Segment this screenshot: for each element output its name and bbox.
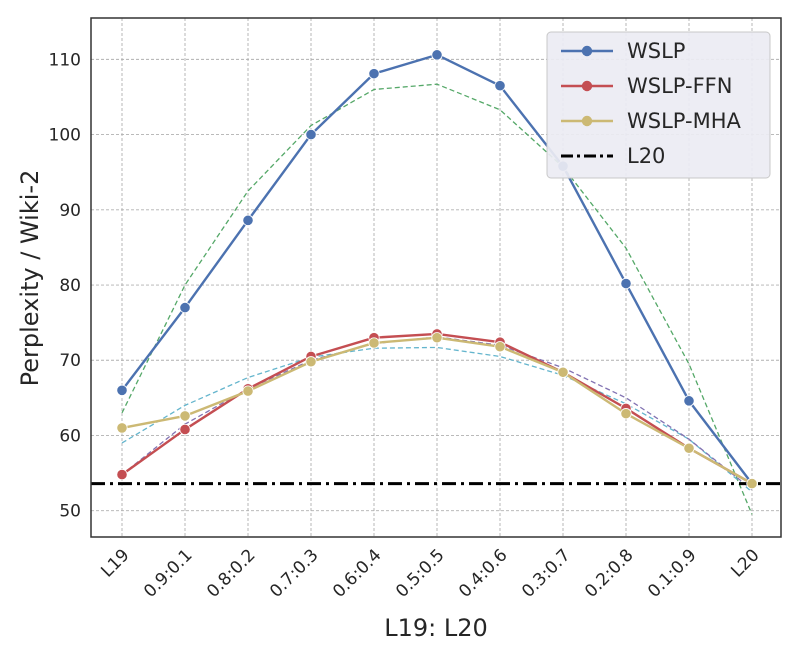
series-2	[116, 332, 758, 490]
legend-label-3: L20	[627, 144, 665, 168]
x-tick-label-0: L19	[97, 545, 133, 581]
series-2-point-9	[683, 442, 695, 454]
series-2-point-1	[179, 410, 191, 422]
legend-item-1: WSLP-FFN	[561, 74, 732, 98]
series-1-point-1	[179, 423, 191, 436]
series-0-point-4	[368, 68, 380, 80]
series-1-point-0	[116, 468, 128, 481]
legend-swatch-marker-2	[581, 115, 593, 127]
y-tick-label-3: 80	[59, 276, 81, 296]
plot-frame	[90, 17, 782, 538]
y-axis-title: Perplexity / Wiki-2	[16, 170, 44, 387]
series-0-point-1	[179, 301, 191, 314]
series-2-point-6	[494, 341, 506, 353]
y-tick-label-5: 100	[49, 126, 81, 146]
x-tick-label-1: 0.9:0.1	[140, 545, 196, 601]
series-2-point-8	[620, 408, 632, 420]
x-tick-label-5: 0.5:0.5	[392, 545, 448, 601]
x-tick-label-7: 0.3:0.7	[518, 545, 574, 601]
data-series	[116, 49, 758, 490]
series-0-point-8	[620, 277, 632, 290]
y-tick-label-4: 90	[59, 201, 81, 221]
legend-label-1: WSLP-FFN	[627, 74, 732, 98]
series-2-point-2	[242, 385, 254, 397]
y-tick-label-1: 60	[59, 426, 81, 446]
series-2-point-5	[431, 332, 443, 344]
fit-line-0	[121, 83, 753, 515]
x-tick-labels: L19 0.9:0.1 0.8:0.2 0.7:0.3 0.6:0.4 0.5:0.5 0.…	[97, 545, 763, 601]
series-2-point-3	[305, 356, 317, 368]
x-tick-label-6: 0.4:0.6	[455, 545, 511, 601]
y-tick-label-2: 70	[59, 351, 81, 371]
series-0-point-0	[116, 384, 128, 396]
legend-label-0: WSLP	[627, 39, 685, 63]
series-0-point-2	[242, 214, 254, 226]
grid-lines	[91, 18, 781, 537]
legend-item-0: WSLP	[561, 39, 685, 63]
series-0-point-6	[494, 80, 506, 92]
series-0-point-5	[431, 49, 443, 61]
x-tick-label-10: L20	[727, 545, 763, 581]
legend: WSLP WSLP-FFN WSLP-MHA L20	[546, 31, 771, 179]
y-tick-labels: 50 60 70 80 90 100 110	[49, 50, 81, 521]
x-axis-title: L19: L20	[384, 614, 488, 642]
series-2-point-10	[746, 477, 758, 490]
legend-label-2: WSLP-MHA	[627, 109, 741, 133]
x-tick-label-3: 0.7:0.3	[266, 545, 322, 601]
x-tick-label-8: 0.2:0.8	[581, 545, 637, 601]
legend-item-3: L20	[561, 144, 665, 168]
legend-item-2: WSLP-MHA	[561, 109, 741, 133]
x-tick-label-9: 0.1:0.9	[644, 545, 700, 601]
legend-box	[546, 31, 771, 179]
y-tick-label-0: 50	[59, 502, 81, 522]
series-2-point-7	[557, 366, 569, 378]
legend-swatch-marker-1	[581, 80, 593, 92]
x-tick-label-2: 0.8:0.2	[203, 545, 259, 601]
series-0-point-3	[305, 128, 317, 141]
x-tick-label-4: 0.6:0.4	[329, 545, 385, 601]
series-2-point-4	[368, 337, 380, 349]
legend-swatch-marker-0	[581, 45, 593, 57]
series-2-point-0	[116, 422, 128, 434]
y-tick-label-6: 110	[49, 50, 81, 70]
series-0-point-9	[683, 395, 695, 407]
